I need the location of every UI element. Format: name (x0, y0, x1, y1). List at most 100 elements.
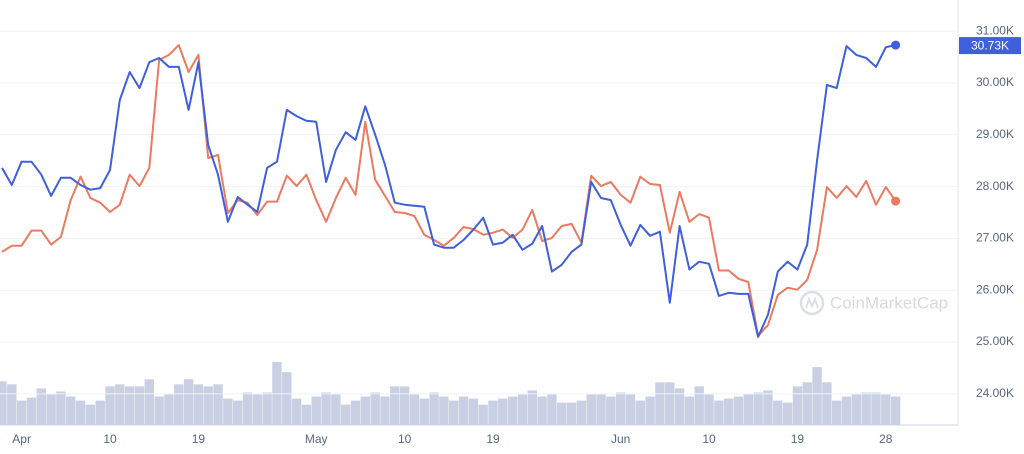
x-tick-label: Jun (611, 432, 630, 446)
volume-bar (439, 396, 449, 425)
volume-bar (871, 392, 881, 425)
volume-bar (802, 382, 812, 425)
volume-bar (488, 400, 498, 425)
volume-bar (743, 394, 754, 425)
volume-bar (183, 379, 194, 425)
watermark-logo-mark (805, 296, 819, 309)
volume-bar (370, 392, 380, 425)
volume-bar (674, 388, 685, 425)
volume-bar (164, 394, 174, 425)
volume-bar (232, 400, 243, 425)
watermark-text: CoinMarketCap (830, 293, 948, 312)
volume-bar (174, 384, 184, 425)
volume-bar (7, 384, 17, 425)
line-series (1, 44, 896, 338)
volume-bar (792, 386, 803, 425)
y-tick-label: 30.00K (976, 75, 1014, 89)
y-tick-label: 29.00K (976, 127, 1014, 141)
watermark: CoinMarketCap (799, 290, 948, 316)
volume-bar (478, 404, 488, 425)
volume-bar (56, 391, 66, 425)
volume-bar (527, 390, 537, 425)
current-value-label: 30.73K (971, 38, 1009, 52)
volume-bar (154, 396, 164, 425)
volume-bar (115, 384, 125, 425)
line-series (1, 44, 897, 337)
volume-bar (203, 386, 213, 425)
volume-bar (645, 396, 655, 425)
volume-bar (0, 381, 7, 425)
volume-bar (615, 392, 626, 425)
volume-bar (252, 394, 263, 425)
volume-bar (144, 379, 154, 425)
volume-bar (262, 392, 272, 425)
last-point (891, 40, 901, 50)
volume-bar (26, 397, 37, 425)
x-tick-label: 10 (103, 432, 117, 446)
volume-bar (557, 402, 567, 425)
volume-bar (596, 394, 606, 425)
x-tick-label: 19 (192, 432, 206, 446)
x-tick-label: 19 (791, 432, 805, 446)
volume-bar (753, 392, 763, 425)
volume-bar (350, 400, 361, 425)
volume-bar (468, 398, 479, 425)
volume-bar (537, 396, 547, 425)
volume-bar (881, 394, 891, 425)
volume-bar (684, 396, 695, 425)
volume-bar (812, 367, 822, 425)
volume-bar (606, 396, 616, 425)
volume-bar (890, 396, 901, 425)
x-tick-label: 10 (702, 432, 716, 446)
volume-bar (85, 404, 96, 425)
volume-bar (360, 396, 371, 425)
volume-bar (861, 392, 871, 425)
volume-bar (282, 372, 292, 425)
volume-bar (704, 394, 714, 425)
volume-bar (429, 392, 439, 425)
volume-bar (223, 398, 233, 425)
volume-bar (566, 402, 577, 425)
volume-bar (36, 388, 46, 425)
x-tick-label: 10 (398, 432, 412, 446)
volume-bar (498, 398, 508, 425)
y-tick-label: 26.00K (976, 282, 1014, 296)
last-point (891, 196, 901, 206)
current-value-box (959, 37, 1021, 55)
volume-bar (124, 386, 135, 425)
volume-bar (841, 396, 852, 425)
volume-bar (576, 400, 587, 425)
volume-bar (311, 396, 321, 425)
volume-bar (723, 398, 734, 425)
y-tick-label: 24.00K (976, 386, 1014, 400)
x-tick-label: 19 (486, 432, 500, 446)
volume-bar (16, 400, 27, 425)
volume-bar (655, 382, 665, 425)
volume-bar (832, 400, 842, 425)
volume-bar (66, 396, 76, 425)
volume-bar (134, 386, 145, 425)
volume-bar (341, 404, 351, 425)
volume-bar (301, 404, 312, 425)
volume-bar (773, 400, 783, 425)
volume-bar (409, 394, 420, 425)
volume-bar (331, 394, 341, 425)
volume-bar (547, 394, 557, 425)
volume-bar (635, 400, 645, 425)
volume-bar (586, 394, 596, 425)
volume-bar (851, 394, 862, 425)
watermark-logo (799, 290, 825, 316)
volume-bar (714, 400, 724, 425)
volume-bar (733, 396, 744, 425)
volume-bar (213, 384, 223, 425)
volume-bar (105, 386, 115, 425)
volume-bar (763, 390, 773, 425)
y-tick-label: 31.00K (976, 23, 1014, 37)
volume-bar (419, 398, 429, 425)
x-tick-label: 28 (879, 432, 893, 446)
volume-bar (694, 386, 704, 425)
volume-bar (390, 386, 400, 425)
y-tick-label: 28.00K (976, 179, 1014, 193)
y-tick-label: 27.00K (976, 231, 1014, 245)
